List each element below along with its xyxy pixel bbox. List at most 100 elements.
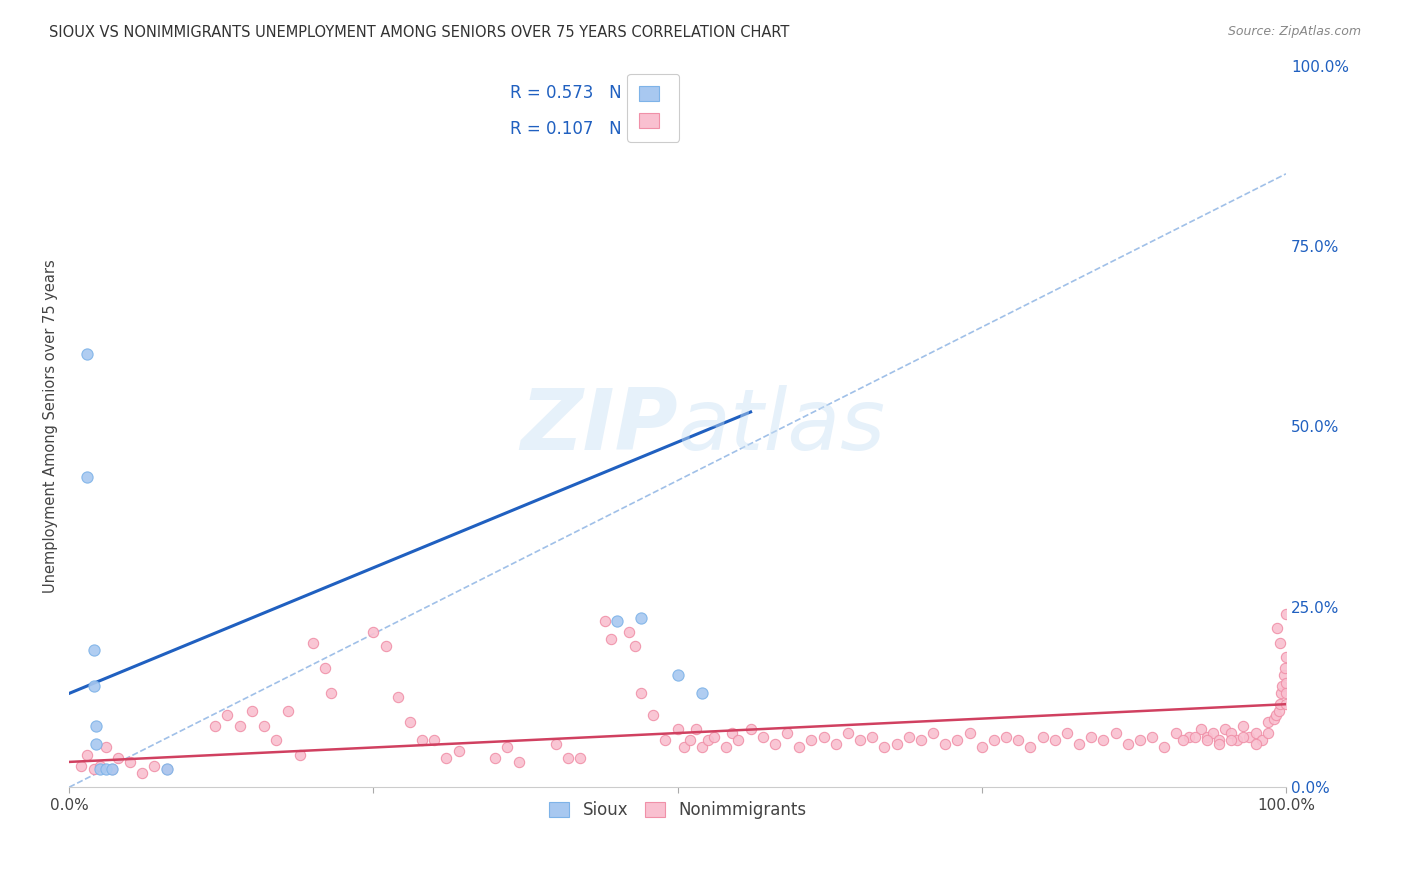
Point (763, 737, 786, 751)
Point (690, 740, 713, 755)
Point (1092, 733, 1115, 747)
Point (1007, 733, 1029, 747)
Point (1177, 730, 1199, 744)
Point (1140, 730, 1163, 744)
Text: ZIP: ZIP (520, 384, 678, 468)
Point (886, 737, 908, 751)
Point (101, 762, 124, 776)
Point (1271, 679, 1294, 693)
Point (672, 740, 695, 755)
Point (740, 723, 762, 737)
Point (860, 730, 883, 744)
Point (697, 733, 720, 747)
Point (1184, 730, 1206, 744)
Point (253, 719, 276, 733)
Point (617, 625, 640, 640)
Point (593, 614, 616, 628)
Point (264, 733, 287, 747)
Point (363, 625, 385, 640)
Point (1080, 730, 1102, 744)
Point (606, 614, 628, 628)
Text: atlas: atlas (678, 384, 886, 468)
Point (387, 690, 409, 704)
Point (1268, 636, 1291, 650)
Point (76, 347, 98, 361)
Point (1220, 726, 1243, 740)
Point (1208, 737, 1230, 751)
Point (1189, 723, 1212, 737)
Point (1268, 697, 1291, 711)
Point (94, 762, 117, 776)
Point (83, 679, 105, 693)
Point (319, 686, 342, 700)
Point (1239, 730, 1261, 744)
Point (155, 762, 177, 776)
Point (630, 610, 652, 624)
Point (787, 740, 810, 755)
Point (666, 723, 689, 737)
Point (922, 726, 945, 740)
Point (934, 737, 956, 751)
Point (204, 719, 226, 733)
Point (277, 705, 299, 719)
Point (107, 751, 129, 765)
Point (1195, 730, 1218, 744)
Point (83, 643, 105, 657)
Point (1275, 607, 1298, 621)
Point (1153, 740, 1175, 755)
Point (374, 640, 396, 654)
Text: R = 0.107   N = 128: R = 0.107 N = 128 (510, 120, 678, 137)
Point (624, 640, 647, 654)
Point (654, 733, 676, 747)
Point (727, 733, 749, 747)
Point (1116, 737, 1139, 751)
Point (800, 733, 823, 747)
Point (89, 758, 111, 772)
Point (643, 708, 665, 723)
Point (1275, 675, 1298, 690)
Point (1232, 719, 1254, 733)
Point (946, 733, 969, 747)
Point (101, 762, 124, 776)
Point (83, 762, 105, 776)
Point (496, 740, 519, 755)
Point (1032, 730, 1054, 744)
Point (155, 762, 177, 776)
Point (1244, 737, 1267, 751)
Point (1202, 726, 1225, 740)
Point (599, 632, 621, 647)
Point (89, 762, 111, 776)
Point (910, 733, 932, 747)
Point (970, 740, 993, 755)
Point (84, 737, 107, 751)
Point (1272, 668, 1295, 682)
Point (685, 723, 707, 737)
Point (544, 737, 567, 751)
Point (143, 758, 166, 772)
Point (1226, 733, 1249, 747)
Point (301, 636, 323, 650)
Point (1232, 730, 1254, 744)
Point (1043, 733, 1066, 747)
Text: SIOUX VS NONIMMIGRANTS UNEMPLOYMENT AMONG SENIORS OVER 75 YEARS CORRELATION CHAR: SIOUX VS NONIMMIGRANTS UNEMPLOYMENT AMON… (49, 25, 790, 40)
Point (423, 733, 446, 747)
Point (1104, 726, 1126, 740)
Point (314, 661, 336, 675)
Point (1274, 661, 1296, 675)
Point (752, 730, 775, 744)
Point (1267, 622, 1289, 636)
Point (399, 715, 422, 730)
Point (1275, 697, 1298, 711)
Point (1019, 740, 1042, 755)
Point (959, 726, 981, 740)
Point (217, 708, 239, 723)
Point (1166, 726, 1188, 740)
Point (849, 733, 872, 747)
Point (1267, 705, 1289, 719)
Text: Source: ZipAtlas.com: Source: ZipAtlas.com (1227, 25, 1361, 38)
Point (1275, 650, 1298, 665)
Point (837, 726, 859, 740)
Point (70, 758, 93, 772)
Point (1270, 686, 1292, 700)
Point (1208, 733, 1230, 747)
